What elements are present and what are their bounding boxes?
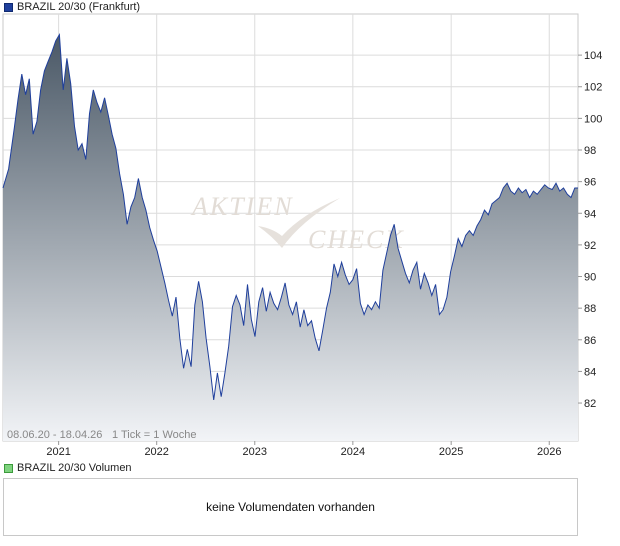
- y-tick-label: 90: [584, 272, 596, 284]
- y-tick-label: 92: [584, 240, 596, 252]
- price-area: [3, 34, 578, 441]
- watermark-word-aktien: AKTIEN: [190, 192, 294, 221]
- tick-note-label: 1 Tick = 1 Woche: [112, 429, 196, 441]
- y-tick-label: 82: [584, 398, 596, 410]
- volume-empty-message: keine Volumendaten vorhanden: [206, 500, 375, 514]
- price-legend-swatch: [4, 2, 13, 12]
- y-tick-label: 98: [584, 145, 596, 157]
- x-axis-ticks: 2021 2022 2023 2024 2025 2026: [46, 441, 561, 458]
- y-tick-label: 96: [584, 177, 596, 189]
- y-tick-label: 86: [584, 335, 596, 347]
- y-tick-label: 88: [584, 303, 596, 315]
- volume-legend: BRAZIL 20/30 Volumen: [4, 462, 132, 474]
- x-tick-label: 2025: [439, 446, 463, 458]
- date-range-label: 08.06.20 - 18.04.26: [7, 429, 102, 441]
- y-tick-label: 100: [584, 113, 602, 125]
- x-tick-label: 2023: [243, 446, 267, 458]
- y-tick-label: 104: [584, 50, 602, 62]
- y-tick-label: 94: [584, 208, 596, 220]
- price-chart: AKTIEN CHECK 82 84 86 88 90 92 94 96 98 100 102 104…: [2, 13, 602, 458]
- x-tick-label: 2022: [144, 446, 168, 458]
- y-axis-ticks: 82 84 86 88 90 92 94 96 98 100 102 104: [578, 50, 602, 410]
- x-tick-label: 2026: [537, 446, 561, 458]
- x-tick-label: 2024: [341, 446, 365, 458]
- volume-legend-label: BRAZIL 20/30 Volumen: [17, 462, 132, 474]
- price-line: [2, 32, 578, 400]
- volume-panel: keine Volumendaten vorhanden: [3, 478, 578, 536]
- watermark: AKTIEN CHECK: [190, 192, 405, 254]
- y-tick-label: 84: [584, 366, 596, 378]
- watermark-check-icon: [258, 198, 340, 248]
- y-tick-label: 102: [584, 82, 602, 94]
- volume-legend-swatch: [4, 463, 13, 473]
- x-tick-label: 2021: [46, 446, 70, 458]
- price-legend-label: BRAZIL 20/30 (Frankfurt): [17, 1, 141, 13]
- price-legend: BRAZIL 20/30 (Frankfurt): [4, 1, 140, 13]
- watermark-word-check: CHECK: [308, 225, 405, 254]
